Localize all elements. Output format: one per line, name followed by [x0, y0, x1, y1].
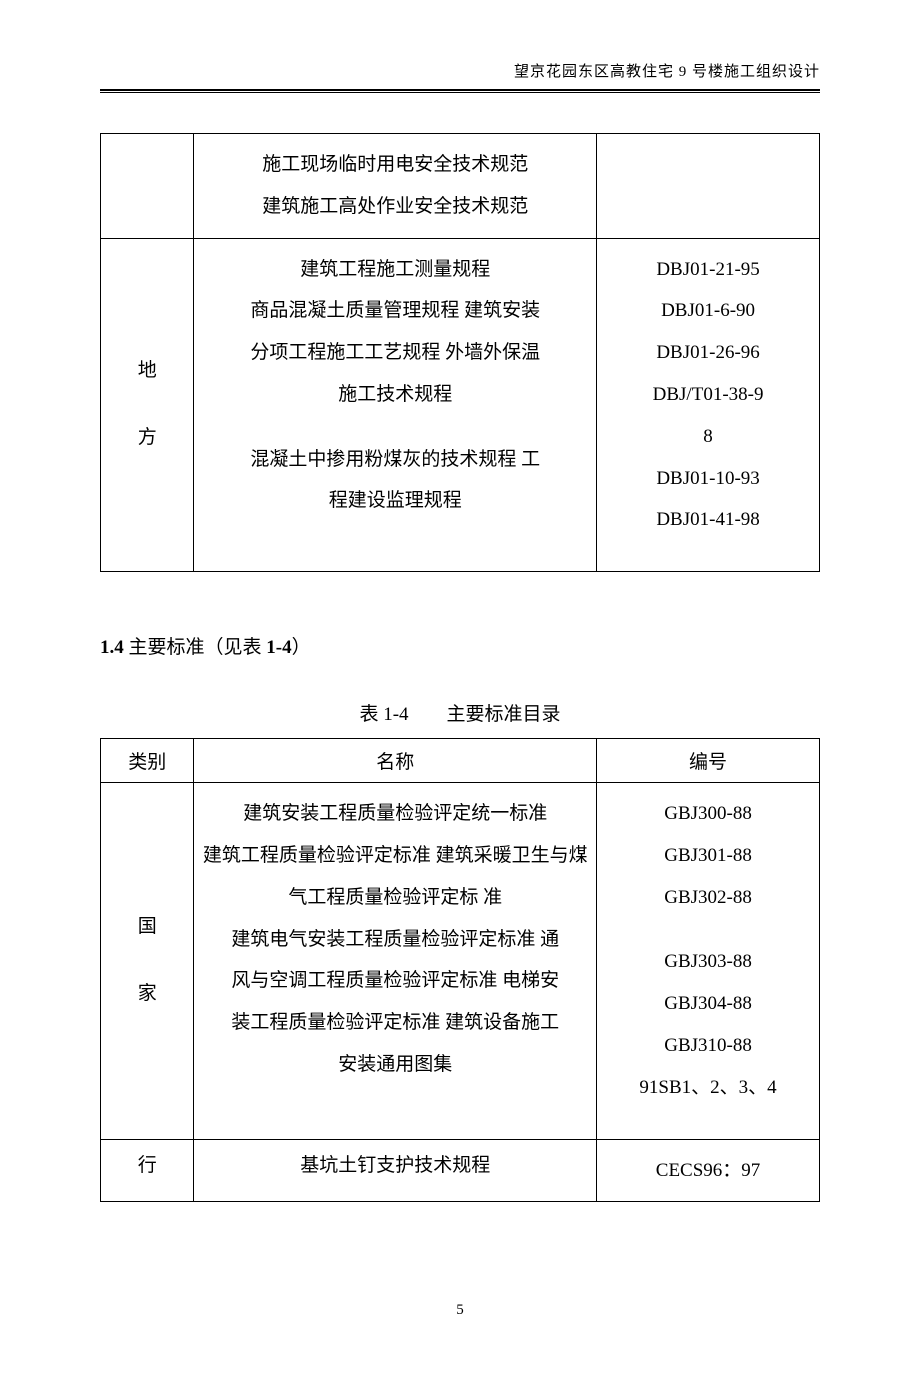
table-row: 施工现场临时用电安全技术规范 建筑施工高处作业安全技术规范	[101, 134, 820, 239]
code-line: GBJ301-88	[605, 835, 811, 877]
caption-pre: 表	[359, 704, 383, 725]
section-suffix: ）	[292, 637, 311, 658]
header-code: 编号	[597, 739, 820, 783]
category-cell	[101, 134, 194, 239]
table-header-row: 类别 名称 编号	[101, 739, 820, 783]
code-line	[605, 919, 811, 942]
category-line: 地	[109, 338, 185, 405]
code-cell: DBJ01-21-95 DBJ01-6-90 DBJ01-26-96 DBJ/T…	[597, 238, 820, 572]
name-line: 商品混凝土质量管理规程 建筑安装	[202, 290, 588, 332]
section-number: 1.4	[100, 637, 124, 658]
page-number: 5	[100, 1302, 820, 1319]
table-row: 行 基坑土钉支护技术规程 CECS96：97	[101, 1139, 820, 1202]
code-line: GBJ303-88	[605, 941, 811, 983]
category-line: 国	[109, 894, 185, 961]
name-line: 建筑施工高处作业安全技术规范	[202, 186, 588, 228]
name-line: 建筑电气安装工程质量检验评定标准 通	[202, 919, 588, 961]
header-name: 名称	[194, 739, 597, 783]
name-line: 装工程质量检验评定标准 建筑设备施工	[202, 1002, 588, 1044]
name-line: 风与空调工程质量检验评定标准 电梯安	[202, 960, 588, 1002]
name-line	[202, 416, 588, 439]
code-line: DBJ01-10-93	[605, 458, 811, 500]
code-line: DBJ01-6-90	[605, 290, 811, 332]
standards-table-2: 类别 名称 编号 国 家 建筑安装工程质量检验评定统一标准 建筑工程质量检验评定…	[100, 738, 820, 1202]
category-cell: 国 家	[101, 783, 194, 1139]
code-cell	[597, 134, 820, 239]
code-line: GBJ310-88	[605, 1025, 811, 1067]
code-line: 8	[605, 416, 811, 458]
name-cell: 建筑安装工程质量检验评定统一标准 建筑工程质量检验评定标准 建筑采暖卫生与煤 气…	[194, 783, 597, 1139]
page-header: 望京花园东区高教住宅 9 号楼施工组织设计	[100, 60, 820, 81]
name-line: 施工现场临时用电安全技术规范	[202, 144, 588, 186]
category-cell: 地 方	[101, 238, 194, 572]
category-line: 家	[109, 961, 185, 1028]
table-caption: 表 1-4 主要标准目录	[100, 699, 820, 726]
name-cell: 建筑工程施工测量规程 商品混凝土质量管理规程 建筑安装 分项工程施工工艺规程 外…	[194, 238, 597, 572]
section-ref: 1-4	[266, 637, 291, 658]
table-row: 地 方 建筑工程施工测量规程 商品混凝土质量管理规程 建筑安装 分项工程施工工艺…	[101, 238, 820, 572]
name-cell: 施工现场临时用电安全技术规范 建筑施工高处作业安全技术规范	[194, 134, 597, 239]
caption-post: 主要标准目录	[409, 704, 561, 725]
header-divider	[100, 89, 820, 93]
name-line: 气工程质量检验评定标 准	[202, 877, 588, 919]
name-line: 建筑安装工程质量检验评定统一标准	[202, 793, 588, 835]
name-line: 施工技术规程	[202, 374, 588, 416]
code-line: DBJ01-26-96	[605, 332, 811, 374]
name-cell: 基坑土钉支护技术规程	[194, 1139, 597, 1202]
name-line: 分项工程施工工艺规程 外墙外保温	[202, 332, 588, 374]
code-cell: CECS96：97	[597, 1139, 820, 1202]
name-line: 混凝土中掺用粉煤灰的技术规程 工	[202, 439, 588, 481]
section-heading: 1.4 主要标准（见表 1-4）	[100, 632, 820, 659]
name-line: 建筑工程质量检验评定标准 建筑采暖卫生与煤	[202, 835, 588, 877]
section-text: 主要标准（见表	[124, 637, 267, 658]
header-category: 类别	[101, 739, 194, 783]
caption-number: 1-4	[383, 704, 408, 725]
code-line: DBJ/T01-38-9	[605, 374, 811, 416]
category-line: 方	[109, 405, 185, 472]
name-line: 建筑工程施工测量规程	[202, 249, 588, 291]
name-line: 安装通用图集	[202, 1044, 588, 1086]
code-line: 91SB1、2、3、4	[605, 1067, 811, 1109]
code-line: DBJ01-41-98	[605, 499, 811, 541]
category-cell: 行	[101, 1139, 194, 1202]
code-line: DBJ01-21-95	[605, 249, 811, 291]
table-row: 国 家 建筑安装工程质量检验评定统一标准 建筑工程质量检验评定标准 建筑采暖卫生…	[101, 783, 820, 1139]
regulations-table-1: 施工现场临时用电安全技术规范 建筑施工高处作业安全技术规范 地 方 建筑工程施工…	[100, 133, 820, 572]
code-line: GBJ304-88	[605, 983, 811, 1025]
name-line: 程建设监理规程	[202, 480, 588, 522]
code-line: GBJ302-88	[605, 877, 811, 919]
code-cell: GBJ300-88 GBJ301-88 GBJ302-88 GBJ303-88 …	[597, 783, 820, 1139]
code-line: GBJ300-88	[605, 793, 811, 835]
